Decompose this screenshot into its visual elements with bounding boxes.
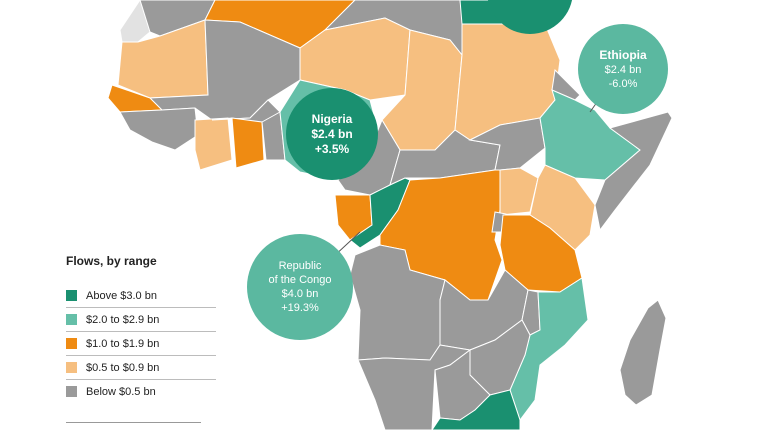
legend-item: $2.0 to $2.9 bn bbox=[66, 308, 216, 332]
legend-item: Below $0.5 bn bbox=[66, 380, 216, 403]
legend-label: Below $0.5 bn bbox=[86, 385, 156, 398]
legend-divider bbox=[66, 422, 201, 423]
legend: Flows, by range Above $3.0 bn $2.0 to $2… bbox=[66, 254, 216, 403]
legend-item: $1.0 to $1.9 bn bbox=[66, 332, 216, 356]
legend-swatch bbox=[66, 338, 77, 349]
legend-swatch bbox=[66, 362, 77, 373]
legend-label: $0.5 to $0.9 bn bbox=[86, 361, 160, 374]
nigeria-callout: Nigeria $2.4 bn +3.5% bbox=[286, 88, 378, 180]
congo-value: $4.0 bn bbox=[281, 288, 319, 300]
region-ivory-coast bbox=[194, 117, 233, 171]
legend-label: Above $3.0 bn bbox=[86, 289, 157, 302]
legend-label: $1.0 to $1.9 bn bbox=[86, 337, 160, 350]
legend-items: Above $3.0 bn $2.0 to $2.9 bn $1.0 to $1… bbox=[66, 284, 216, 403]
nigeria-name: Nigeria bbox=[311, 111, 353, 126]
ethiopia-name: Ethiopia bbox=[599, 47, 647, 62]
congo-change: +19.3% bbox=[281, 302, 319, 314]
congo-callout: Republic of the Congo $4.0 bn +19.3% bbox=[247, 234, 353, 340]
region-south-africa bbox=[431, 389, 521, 430]
region-guinea bbox=[119, 107, 199, 151]
congo-name-line2: of the Congo bbox=[268, 274, 332, 286]
nigeria-change: +3.5% bbox=[314, 141, 350, 156]
ethiopia-callout: Ethiopia $2.4 bn -6.0% bbox=[578, 24, 668, 114]
congo-name-line1: Republic bbox=[278, 260, 322, 272]
region-ghana bbox=[231, 117, 265, 169]
ethiopia-value: $2.4 bn bbox=[604, 63, 642, 76]
legend-item: Above $3.0 bn bbox=[66, 284, 216, 308]
legend-swatch bbox=[66, 386, 77, 397]
nigeria-value: $2.4 bn bbox=[311, 126, 353, 141]
legend-item: $0.5 to $0.9 bn bbox=[66, 356, 216, 380]
legend-swatch bbox=[66, 314, 77, 325]
region-somalia bbox=[594, 111, 673, 232]
ethiopia-change: -6.0% bbox=[608, 77, 638, 90]
legend-swatch bbox=[66, 290, 77, 301]
legend-label: $2.0 to $2.9 bn bbox=[86, 313, 160, 326]
legend-title: Flows, by range bbox=[66, 254, 157, 268]
region-madagascar bbox=[619, 299, 667, 406]
